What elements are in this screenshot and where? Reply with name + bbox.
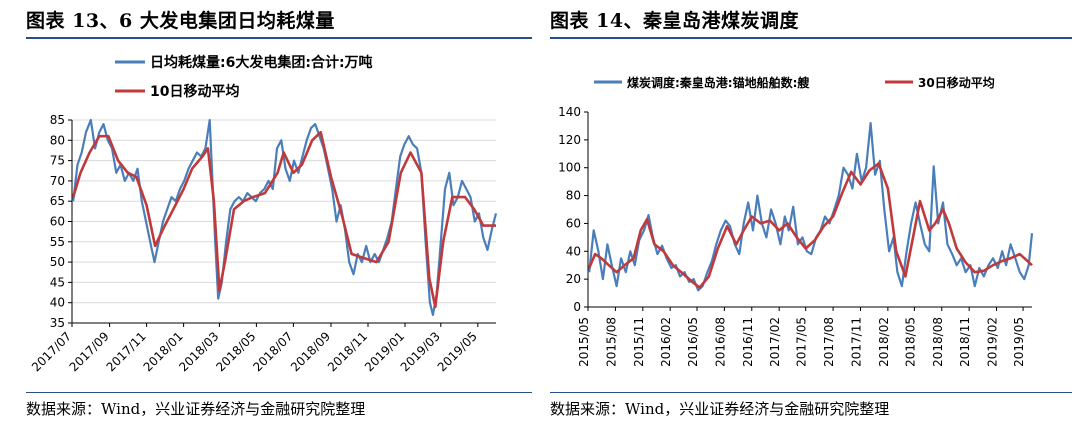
x-tick-label: 2017/11 [849, 317, 863, 367]
series-line-2 [71, 130, 496, 309]
x-tick-label: 2016/08 [713, 317, 727, 367]
y-tick-label: 65 [50, 194, 65, 208]
right-chart-panel: 图表 14、秦皇岛港煤炭调度 0 20 40 60 80 100 120 140 2015/05… [540, 0, 1080, 428]
left-source-note: 数据来源：Wind，兴业证券经济与金融研究院整理 [26, 400, 366, 418]
left-title-rule [26, 37, 532, 39]
x-tick-label: 2018/09 [288, 329, 333, 374]
left-chart-panel: 图表 13、6 大发电集团日均耗煤量 35 40 45 50 55 60 65 70 75 80 8… [26, 10, 532, 418]
right-title-rule [550, 37, 1072, 39]
x-tick-label: 2017/08 [822, 317, 836, 367]
x-tick-label: 2015/05 [577, 317, 591, 367]
right-line-chart: 0 20 40 60 80 100 120 140 2015/05 2015/08 2015/11 2… [558, 75, 1034, 367]
x-tick-label: 2016/11 [741, 317, 755, 367]
x-tick-label: 2018/11 [958, 317, 972, 367]
x-tick-label: 2017/02 [768, 317, 782, 367]
x-tick-label: 2018/07 [250, 329, 295, 374]
y-tick-label: 0 [573, 300, 581, 314]
legend-label-2: 30日移动平均 [918, 75, 995, 90]
x-tick-label: 2018/03 [176, 329, 221, 374]
y-tick-label: 45 [50, 275, 65, 289]
x-tick-label: 2019/05 [1012, 317, 1026, 367]
right-bottom-rule [550, 392, 1072, 393]
x-tick-label: 2019/02 [986, 317, 1000, 367]
y-tick-label: 140 [558, 105, 581, 119]
x-tick-label: 2015/11 [632, 317, 646, 367]
x-tick-label: 2018/11 [325, 329, 370, 374]
right-chart-title: 图表 14、秦皇岛港煤炭调度 [550, 10, 800, 32]
x-tick-label: 2017/07 [29, 329, 74, 374]
y-tick-label: 40 [50, 296, 65, 310]
y-tick-label: 120 [558, 133, 581, 147]
y-tick-label: 40 [566, 244, 581, 258]
x-tick-label: 2017/05 [795, 317, 809, 367]
x-tick-label: 2018/08 [931, 317, 945, 367]
x-tick-label: 2017/11 [104, 329, 149, 374]
y-tick-label: 70 [50, 174, 65, 188]
y-tick-label: 35 [50, 316, 65, 330]
legend-label-1: 日均耗煤量:6大发电集团:合计:万吨 [150, 54, 373, 71]
y-tick-label: 80 [566, 189, 581, 203]
y-tick-label: 20 [566, 272, 581, 286]
x-tick-label: 2017/09 [67, 329, 112, 374]
x-tick-label: 2018/02 [877, 317, 891, 367]
series-line-1 [588, 122, 1034, 292]
x-tick-label: 2016/05 [686, 317, 700, 367]
y-tick-label: 80 [50, 133, 65, 147]
series-line-1 [72, 118, 498, 316]
y-tick-label: 60 [50, 215, 65, 229]
y-tick-label: 55 [50, 235, 65, 249]
legend-label-1: 煤炭调度:秦皇岛港:锚地船舶数:艘 [627, 75, 810, 90]
x-tick-label: 2015/08 [604, 317, 618, 367]
y-tick-label: 60 [566, 216, 581, 230]
legend-label-2: 10日移动平均 [150, 83, 239, 100]
left-bottom-rule [26, 392, 532, 393]
x-tick-label: 2019/03 [398, 329, 443, 374]
y-tick-label: 85 [50, 113, 65, 127]
x-tick-label: 2018/05 [213, 329, 258, 374]
y-tick-label: 100 [558, 161, 581, 175]
right-source-note: 数据来源：Wind，兴业证券经济与金融研究院整理 [550, 400, 890, 418]
x-tick-label: 2019/05 [435, 329, 480, 374]
left-line-chart: 35 40 45 50 55 60 65 70 75 80 85 2017/072017/092017… [29, 54, 498, 374]
x-tick-label: 2016/02 [659, 317, 673, 367]
y-tick-label: 75 [50, 154, 65, 168]
y-tick-label: 50 [50, 255, 65, 269]
series-line-2 [588, 162, 1033, 289]
left-chart-title: 图表 13、6 大发电集团日均耗煤量 [26, 10, 335, 32]
x-tick-label: 2018/05 [903, 317, 917, 367]
